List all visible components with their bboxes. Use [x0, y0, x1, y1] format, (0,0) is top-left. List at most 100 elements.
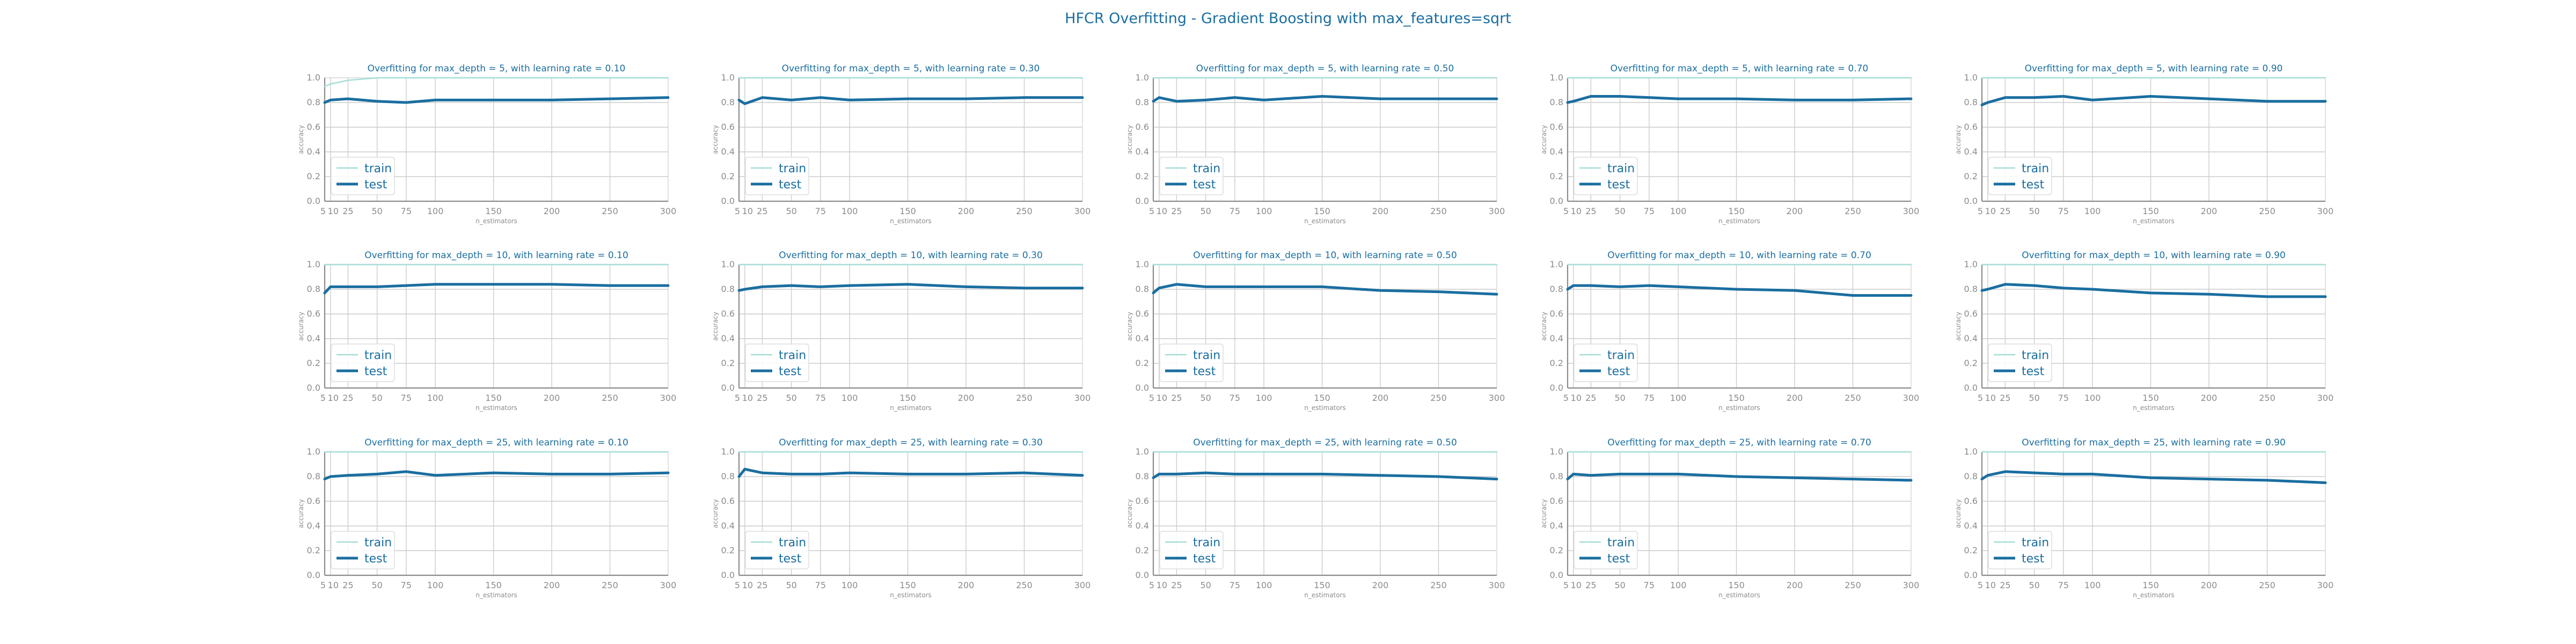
x-tick-label: 10 [1571, 206, 1582, 216]
series-line-test [323, 283, 670, 295]
x-tick-label: 5 [320, 580, 326, 590]
x-tick-label: 250 [1016, 206, 1033, 216]
series-line-test [1980, 283, 2327, 298]
x-tick-label: 25 [1171, 580, 1182, 590]
subplot-title: Overfitting for max_depth = 25, with lea… [779, 437, 1043, 448]
series-line-test [323, 470, 670, 481]
legend-label-train: train [2022, 349, 2049, 362]
x-tick-label: 250 [1430, 206, 1447, 216]
y-tick-label: 1.0 [1550, 72, 1563, 83]
y-tick-label: 0.8 [1550, 97, 1563, 107]
x-axis-label: n_estimators [1304, 404, 1346, 412]
x-tick-label: 100 [841, 580, 858, 590]
x-tick-label: 150 [1314, 206, 1330, 216]
x-tick-label: 300 [2317, 393, 2334, 403]
subplot-12: Overfitting for max_depth = 25, with lea… [712, 437, 1091, 599]
y-axis-label: accuracy [1540, 499, 1548, 528]
y-tick-label: 0.8 [1136, 471, 1149, 481]
y-axis-label: accuracy [712, 125, 719, 154]
x-tick-label: 5 [1978, 580, 1983, 590]
y-tick-label: 0.0 [1550, 383, 1563, 393]
x-tick-label: 10 [328, 393, 339, 403]
y-tick-label: 0.8 [307, 471, 320, 481]
x-tick-label: 100 [2084, 206, 2101, 216]
x-tick-label: 300 [1903, 393, 1920, 403]
series-line-test [1152, 283, 1498, 296]
legend-label-train: train [1607, 162, 1635, 175]
y-tick-label: 0.6 [721, 309, 735, 319]
x-tick-label: 150 [899, 206, 916, 216]
y-axis-label: accuracy [297, 125, 305, 154]
y-tick-label: 0.6 [1136, 122, 1149, 132]
x-tick-label: 50 [1614, 393, 1625, 403]
y-tick-label: 0.4 [1964, 521, 1978, 531]
legend-label-train: train [364, 536, 392, 550]
x-tick-label: 75 [2058, 393, 2069, 403]
y-tick-label: 0.8 [307, 284, 320, 294]
x-tick-label: 10 [1571, 393, 1582, 403]
y-tick-label: 0.6 [307, 496, 320, 506]
x-tick-label: 75 [1230, 206, 1240, 216]
x-tick-label: 200 [958, 393, 975, 403]
subplot-title: Overfitting for max_depth = 5, with lear… [368, 63, 626, 74]
y-axis-label: accuracy [1955, 499, 1962, 528]
x-tick-label: 150 [485, 393, 502, 403]
y-tick-label: 0.6 [721, 122, 735, 132]
y-tick-label: 1.0 [307, 72, 320, 83]
y-tick-label: 1.0 [307, 447, 320, 457]
y-tick-label: 0.8 [307, 97, 320, 107]
x-tick-label: 25 [1585, 393, 1596, 403]
y-tick-label: 0.4 [721, 147, 735, 157]
x-tick-label: 200 [958, 580, 975, 590]
x-tick-label: 50 [371, 206, 382, 216]
x-axis-label: n_estimators [890, 591, 932, 599]
x-tick-label: 50 [2029, 580, 2039, 590]
x-tick-label: 250 [602, 580, 618, 590]
x-tick-label: 75 [1644, 206, 1655, 216]
legend-label-train: train [364, 349, 392, 362]
x-tick-label: 250 [2259, 206, 2275, 216]
x-axis-label: n_estimators [1304, 217, 1346, 225]
subplot-13: Overfitting for max_depth = 25, with lea… [1126, 437, 1505, 599]
x-tick-label: 100 [427, 393, 444, 403]
x-tick-label: 300 [1903, 580, 1920, 590]
subplot-title: Overfitting for max_depth = 10, with lea… [1607, 250, 1871, 261]
y-tick-label: 0.4 [1550, 147, 1563, 157]
y-tick-label: 0.6 [307, 309, 320, 319]
y-tick-label: 1.0 [307, 259, 320, 269]
x-tick-label: 250 [1016, 580, 1033, 590]
subplot-4: Overfitting for max_depth = 5, with lear… [1540, 63, 1919, 225]
y-tick-label: 0.2 [721, 358, 735, 368]
x-tick-label: 10 [328, 206, 339, 216]
y-tick-label: 0.0 [1550, 570, 1563, 580]
x-tick-label: 5 [1149, 580, 1154, 590]
y-tick-label: 0.8 [1136, 284, 1149, 294]
legend-label-train: train [364, 162, 392, 175]
x-axis-label: n_estimators [1304, 591, 1346, 599]
subplot-title: Overfitting for max_depth = 10, with lea… [364, 250, 628, 261]
subplot-6: Overfitting for max_depth = 10, with lea… [297, 250, 676, 412]
y-tick-label: 0.2 [721, 545, 735, 555]
x-tick-label: 50 [1614, 206, 1625, 216]
legend-label-test: test [2022, 552, 2045, 566]
y-tick-label: 0.2 [307, 358, 320, 368]
series-line-test [1152, 95, 1498, 103]
series-line-test [1152, 471, 1498, 481]
x-tick-label: 5 [1149, 206, 1154, 216]
series-line-test [1566, 95, 1913, 104]
x-tick-label: 10 [742, 580, 753, 590]
legend-label-test: test [1193, 178, 1216, 192]
x-tick-label: 300 [2317, 580, 2334, 590]
x-tick-label: 200 [544, 393, 560, 403]
x-tick-label: 200 [2201, 206, 2218, 216]
x-tick-label: 25 [2000, 393, 2010, 403]
x-tick-label: 100 [1256, 580, 1272, 590]
y-tick-label: 1.0 [1136, 72, 1149, 83]
x-tick-label: 100 [1670, 580, 1687, 590]
legend-label-train: train [779, 162, 806, 175]
x-tick-label: 50 [1614, 580, 1625, 590]
legend-label-test: test [1193, 365, 1216, 378]
x-tick-label: 25 [2000, 206, 2010, 216]
y-tick-label: 0.8 [1136, 97, 1149, 107]
